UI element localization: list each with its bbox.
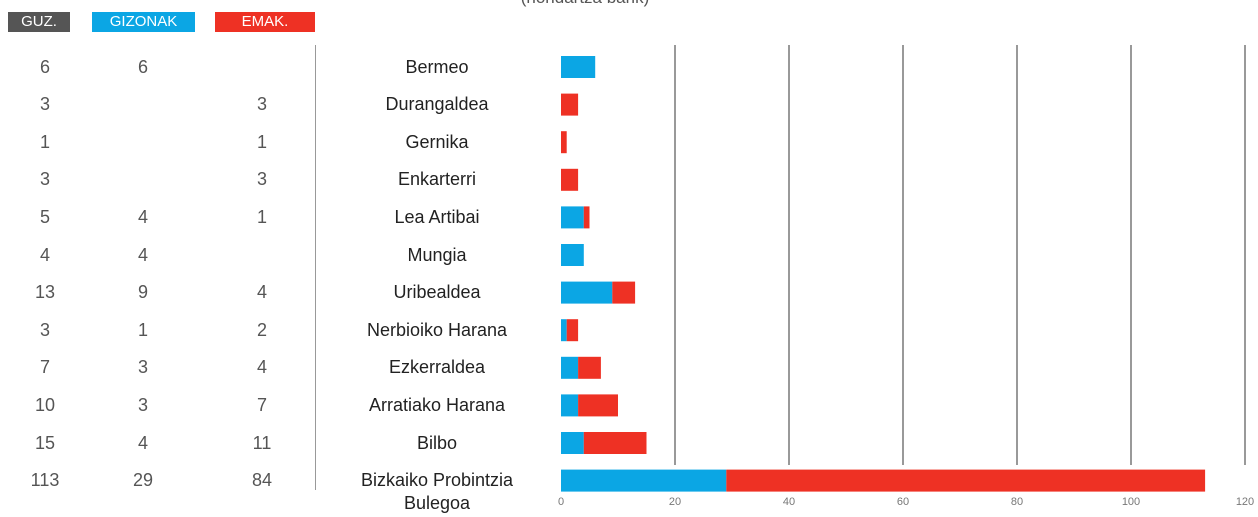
x-tick-label: 60 xyxy=(897,496,909,508)
total-cell: 6 xyxy=(39,56,50,77)
bar xyxy=(561,206,584,229)
total-cell: 4 xyxy=(39,244,50,265)
category-label: Mungia xyxy=(407,244,467,265)
category-label: Enkarterri xyxy=(397,169,477,190)
women-header: EMAK. xyxy=(215,12,315,32)
men-cell: 3 xyxy=(137,357,148,378)
men-cell: 4 xyxy=(137,432,148,453)
category-label: Lea Artibai xyxy=(394,206,480,227)
category-label: Gernika xyxy=(405,131,469,152)
bar xyxy=(583,206,590,229)
bar xyxy=(566,319,579,342)
bar xyxy=(612,281,636,304)
x-tick-label: 40 xyxy=(783,496,795,508)
category-label: Bermeo xyxy=(405,56,469,77)
women-cell: 4 xyxy=(256,357,267,378)
x-tick-label: 120 xyxy=(1236,496,1254,508)
category-label: Uribealdea xyxy=(393,282,481,303)
category-label: Ezkerraldea xyxy=(388,357,486,378)
women-cell: 11 xyxy=(252,432,272,453)
total-cell: 113 xyxy=(30,470,60,491)
men-header: GIZONAK xyxy=(92,12,195,32)
bar xyxy=(561,432,584,454)
men-cell: 4 xyxy=(137,206,148,227)
total-cell: 15 xyxy=(34,432,56,453)
women-cell: 4 xyxy=(256,282,267,303)
divider xyxy=(315,45,316,490)
women-cell: 1 xyxy=(256,131,267,152)
men-cell: 29 xyxy=(132,470,154,491)
bar xyxy=(561,356,579,379)
men-cell: 3 xyxy=(137,394,148,415)
women-cell: 84 xyxy=(251,470,273,491)
category-label: Bizkaiko Probintzia Bulegoa xyxy=(360,470,514,514)
women-cell: 2 xyxy=(256,319,267,340)
bar xyxy=(561,93,579,116)
women-cell: 1 xyxy=(256,206,267,227)
bar xyxy=(583,432,647,454)
total-cell: 10 xyxy=(34,394,56,415)
total-cell: 13 xyxy=(34,282,56,303)
x-tick-label: 100 xyxy=(1122,496,1140,508)
men-cell: 1 xyxy=(137,319,148,340)
total-cell: 3 xyxy=(39,94,50,115)
total-cell: 1 xyxy=(39,131,50,152)
women-cell: 7 xyxy=(256,394,267,415)
total-cell: 3 xyxy=(39,169,50,190)
women-cell: 3 xyxy=(256,169,267,190)
category-label: Arratiako Harana xyxy=(368,394,506,415)
subtitle: (hondartza barik) xyxy=(440,0,730,8)
bar xyxy=(561,168,579,191)
bar xyxy=(561,281,613,304)
men-cell: 9 xyxy=(137,282,148,303)
bar xyxy=(578,394,618,417)
total-header: GUZ. xyxy=(8,12,70,32)
x-tick-label: 20 xyxy=(669,496,681,508)
bar xyxy=(561,244,584,266)
bar xyxy=(561,469,727,492)
bar xyxy=(561,131,567,154)
women-cell: 3 xyxy=(256,94,267,115)
category-label: Bilbo xyxy=(416,432,458,453)
total-cell: 5 xyxy=(39,206,50,227)
x-tick-label: 0 xyxy=(558,496,564,508)
total-cell: 7 xyxy=(39,357,50,378)
bar xyxy=(561,394,579,417)
category-label: Nerbioiko Harana xyxy=(366,319,508,340)
men-cell: 6 xyxy=(137,56,148,77)
men-cell: 4 xyxy=(137,244,148,265)
x-tick-label: 80 xyxy=(1011,496,1023,508)
bar xyxy=(561,56,596,78)
bar xyxy=(726,469,1206,492)
bar xyxy=(578,356,601,379)
total-cell: 3 xyxy=(39,319,50,340)
category-label: Durangaldea xyxy=(385,94,489,115)
bar xyxy=(561,319,567,342)
